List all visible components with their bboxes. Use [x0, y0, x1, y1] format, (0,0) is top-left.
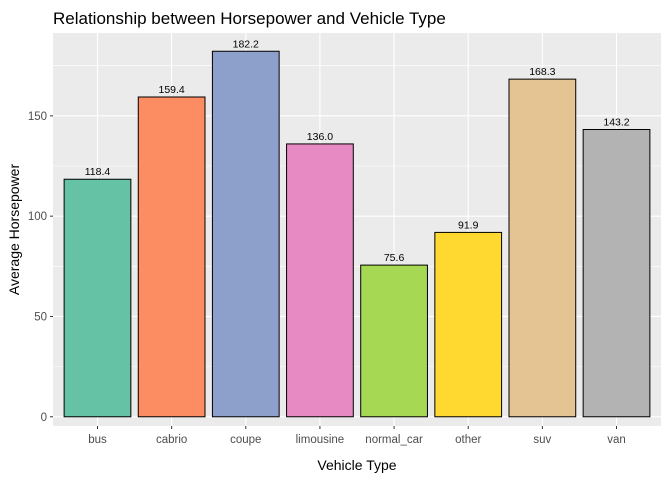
- chart-title: Relationship between Horsepower and Vehi…: [53, 9, 446, 28]
- x-tick-label-normal_car: normal_car: [365, 434, 423, 446]
- bar-normal_car: [360, 264, 428, 418]
- y-axis: 0 50 100 150: [28, 111, 53, 424]
- x-tick-label-coupe: coupe: [230, 434, 261, 446]
- bar-limousine: [286, 143, 354, 418]
- bar-suv: [508, 78, 577, 418]
- data-label-cabrio: 159.4: [158, 84, 184, 96]
- bar-coupe: [211, 50, 280, 418]
- x-tick-label-cabrio: cabrio: [156, 434, 187, 446]
- y-tick-label: 50: [34, 311, 47, 323]
- x-tick-label-van: van: [607, 434, 626, 446]
- y-tick-label: 0: [41, 412, 47, 424]
- x-tick-label-limousine: limousine: [296, 434, 345, 446]
- y-tick-label: 150: [28, 111, 47, 123]
- data-labels: 118.4 159.4 182.2 136.0 75.6 91.9 168.3 143.2: [85, 38, 630, 264]
- data-label-van: 143.2: [603, 116, 629, 128]
- data-label-other: 91.9: [458, 219, 479, 231]
- y-axis-title: Average Horsepower: [6, 164, 22, 296]
- x-tick-label-bus: bus: [88, 434, 107, 446]
- data-label-normal_car: 75.6: [384, 252, 405, 264]
- bar-bus: [63, 178, 132, 418]
- bar-van: [582, 128, 651, 418]
- bar-other: [434, 231, 503, 418]
- y-tick-label: 100: [28, 211, 47, 223]
- data-label-bus: 118.4: [85, 166, 111, 178]
- x-axis: bus cabrio coupe limousine normal_car other su…: [88, 426, 626, 446]
- bars: [63, 50, 651, 418]
- x-axis-title: Vehicle Type: [317, 457, 396, 473]
- x-tick-label-other: other: [455, 434, 481, 446]
- bar-cabrio: [137, 96, 206, 418]
- data-label-suv: 168.3: [529, 66, 555, 78]
- data-label-limousine: 136.0: [307, 131, 333, 143]
- x-tick-label-suv: suv: [533, 434, 551, 446]
- data-label-coupe: 182.2: [233, 38, 259, 50]
